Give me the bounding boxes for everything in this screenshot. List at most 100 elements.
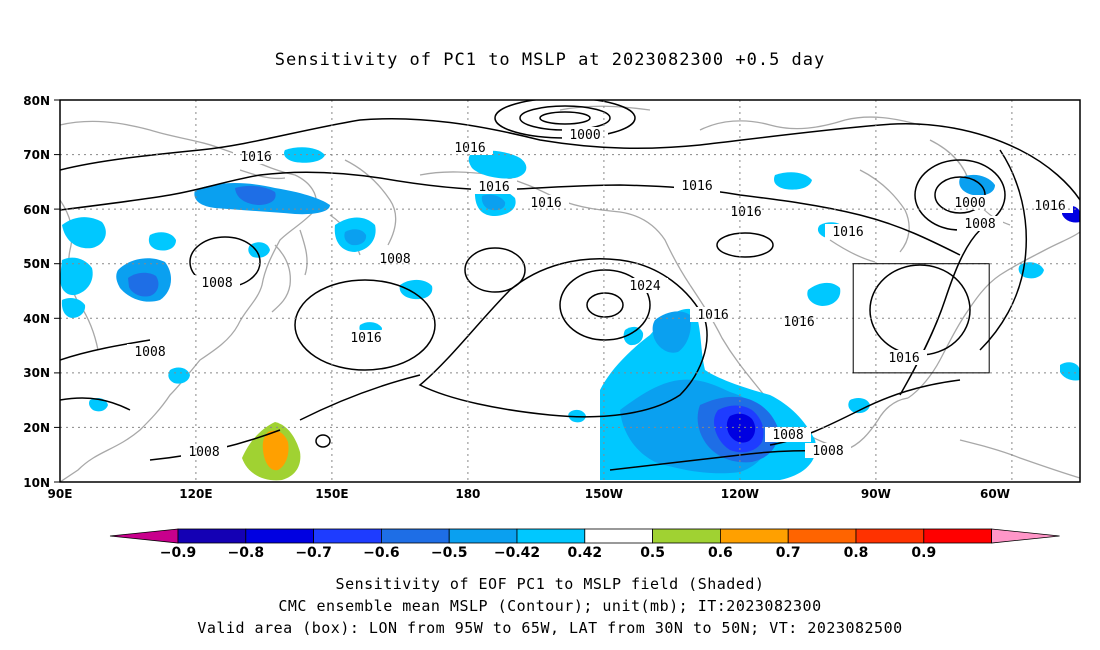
- svg-text:1000: 1000: [569, 128, 600, 143]
- lat-tick-label: 40N: [23, 312, 50, 326]
- colorbar-segment: [177, 528, 247, 544]
- contour-label: 1008: [181, 444, 227, 460]
- svg-text:1016: 1016: [783, 315, 814, 330]
- svg-text:1016: 1016: [832, 225, 863, 240]
- lat-tick-label: 20N: [23, 421, 50, 435]
- colorbar-label: −0.9: [160, 545, 197, 561]
- caption-line-valid-area: Valid area (box): LON from 95W to 65W, L…: [197, 619, 903, 637]
- lon-tick-label: 120W: [721, 487, 759, 501]
- contour-label: 1016: [690, 307, 736, 323]
- colorbar-segment: [855, 528, 925, 544]
- colorbar-max-arrow: [991, 528, 1060, 544]
- svg-text:1016: 1016: [697, 308, 728, 323]
- contour-label: 1024: [622, 278, 668, 294]
- colorbar-label: −0.8: [228, 545, 265, 561]
- map-title: Sensitivity of PC1 to MSLP at 2023082300…: [274, 50, 826, 70]
- mslp-contours: [60, 100, 1080, 471]
- colorbar-label: 0.8: [844, 545, 869, 561]
- colorbar-segment: [652, 528, 721, 544]
- contour-label: 1008: [127, 344, 173, 360]
- caption: Sensitivity of EOF PC1 to MSLP field (Sh…: [0, 573, 1100, 639]
- lon-tick-label: 120E: [179, 487, 212, 501]
- lon-tick-label: 60W: [980, 487, 1010, 501]
- contour-labels: 1000 1016 1016 1016 1016 1016 1016 1000 …: [127, 127, 1073, 460]
- contour-label: 1016: [233, 149, 279, 165]
- svg-text:1016: 1016: [478, 180, 509, 195]
- contour-label: 1016: [723, 204, 769, 220]
- colorbar-segment: [313, 528, 382, 544]
- svg-text:1016: 1016: [888, 351, 919, 366]
- caption-line-contour: CMC ensemble mean MSLP (Contour); unit(m…: [278, 597, 822, 615]
- svg-text:1016: 1016: [350, 331, 381, 346]
- contour-label: 1000: [562, 127, 608, 143]
- contour-label: 1016: [343, 330, 389, 346]
- contour-label: 1016: [776, 314, 822, 330]
- colorbar-min-arrow: [109, 528, 179, 544]
- svg-text:1024: 1024: [629, 279, 660, 294]
- lat-tick-label: 70N: [23, 148, 50, 162]
- colorbar-label: 0.7: [776, 545, 801, 561]
- gridlines: [60, 100, 1080, 482]
- contour-label: 1016: [674, 178, 720, 194]
- contour-label: 1016: [447, 140, 493, 156]
- contour-label: 1008: [372, 251, 418, 267]
- caption-line-shading: Sensitivity of EOF PC1 to MSLP field (Sh…: [335, 575, 765, 593]
- colorbar-label: −0.7: [295, 545, 332, 561]
- lat-tick-label: 80N: [23, 94, 50, 108]
- valid-area-box: [852, 263, 990, 374]
- colorbar-segment: [787, 528, 857, 544]
- colorbar-label: 0.6: [708, 545, 733, 561]
- colorbar-segment: [516, 528, 586, 544]
- svg-text:1016: 1016: [454, 141, 485, 156]
- colorbar-label: 0.5: [640, 545, 665, 561]
- contour-label: 1016: [881, 350, 927, 366]
- lat-tick-label: 30N: [23, 366, 50, 380]
- svg-text:1008: 1008: [134, 345, 165, 360]
- lat-tick-label: 10N: [23, 476, 50, 490]
- contour-label: 1008: [194, 275, 240, 291]
- svg-text:1008: 1008: [188, 445, 219, 460]
- lat-tick-label: 50N: [23, 257, 50, 271]
- contour-label: 1008: [805, 443, 851, 459]
- svg-text:1016: 1016: [240, 150, 271, 165]
- coastlines: [60, 105, 1080, 482]
- svg-text:1000: 1000: [954, 196, 985, 211]
- sensitivity-shading: [60, 147, 1080, 481]
- colorbar-segment: [448, 528, 518, 544]
- lon-tick-label: 150W: [585, 487, 623, 501]
- svg-text:1008: 1008: [201, 276, 232, 291]
- lon-tick-label: 90W: [861, 487, 891, 501]
- contour-label: 1016: [1027, 198, 1073, 214]
- contour-label: 1016: [523, 195, 569, 211]
- svg-text:1016: 1016: [681, 179, 712, 194]
- svg-text:1008: 1008: [812, 444, 843, 459]
- contour-label: 1016: [825, 224, 871, 240]
- colorbar-segment: [923, 528, 992, 544]
- colorbar-label: −0.5: [431, 545, 468, 561]
- contour-label: 1008: [765, 427, 811, 443]
- colorbar-label: 0.42: [568, 545, 603, 561]
- lon-tick-label: 90E: [48, 487, 73, 501]
- colorbar-label: −0.6: [363, 545, 400, 561]
- lat-axis: 80N 70N 60N 50N 40N 30N 20N 10N: [23, 94, 60, 490]
- colorbar-label: 0.9: [911, 545, 936, 561]
- lon-tick-label: 180: [455, 487, 480, 501]
- svg-text:1008: 1008: [772, 428, 803, 443]
- colorbar-segment: [245, 528, 315, 544]
- svg-text:1016: 1016: [530, 196, 561, 211]
- svg-text:1016: 1016: [730, 205, 761, 220]
- svg-text:1016: 1016: [1034, 199, 1065, 214]
- lon-axis: 90E 120E 150E 180 150W 120W 90W 60W: [48, 487, 1010, 501]
- svg-text:1008: 1008: [964, 217, 995, 232]
- colorbar-segment: [380, 528, 450, 544]
- colorbar-label: −0.42: [494, 545, 540, 561]
- contour-label: 1008: [957, 216, 1003, 232]
- colorbar: −0.9 −0.8 −0.7 −0.6 −0.5 −0.42 0.42 0.5 0.6 0.7 0.…: [109, 528, 1060, 561]
- contour-label: 1000: [947, 195, 993, 211]
- svg-text:1008: 1008: [379, 252, 410, 267]
- lat-tick-label: 60N: [23, 203, 50, 217]
- colorbar-segment: [720, 528, 789, 544]
- plot-frame: [59, 99, 1081, 483]
- colorbar-segment: [584, 528, 653, 544]
